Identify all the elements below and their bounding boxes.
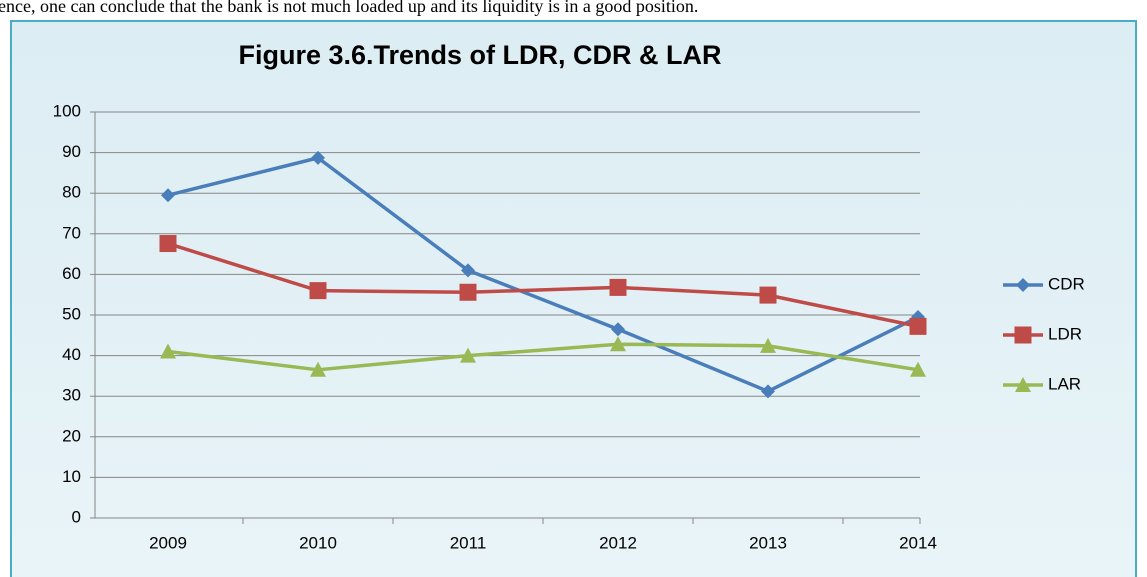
legend-marker: [1016, 278, 1030, 292]
series-line: [167, 241, 919, 329]
x-tick-label: 2013: [749, 533, 787, 552]
legend-marker: [1014, 326, 1032, 344]
y-tick-label: 80: [62, 183, 81, 202]
chart-area: [10, 20, 1137, 577]
y-tick-label: 20: [62, 426, 81, 445]
data-point: [909, 317, 927, 335]
legend-label: CDR: [1048, 274, 1085, 293]
data-point: [461, 263, 475, 278]
document-text: ence, one can conclude that the bank is …: [0, 0, 698, 16]
y-tick-label: 70: [62, 223, 81, 242]
y-tick-label: 0: [72, 507, 81, 526]
y-tick-label: 100: [53, 101, 81, 120]
x-tick-label: 2011: [450, 533, 487, 552]
data-point: [161, 188, 175, 203]
data-point: [459, 283, 477, 301]
data-point: [761, 384, 775, 399]
x-tick-label: 2010: [299, 533, 337, 552]
series-line: [167, 342, 919, 372]
data-point: [760, 337, 776, 353]
series-line: [167, 156, 919, 394]
data-point: [759, 286, 777, 304]
data-point: [611, 322, 625, 337]
legend-marker: [1015, 377, 1031, 392]
data-point: [609, 278, 627, 296]
data-point: [159, 235, 177, 253]
data-point: [460, 347, 476, 363]
x-tick-label: 2009: [149, 533, 187, 552]
y-tick-label: 30: [62, 386, 81, 405]
y-tick-label: 50: [62, 304, 81, 323]
data-point: [910, 361, 926, 377]
data-point: [311, 150, 325, 165]
legend-label: LAR: [1048, 374, 1081, 393]
y-tick-label: 10: [62, 467, 81, 486]
y-tick-label: 40: [62, 345, 81, 364]
data-point: [309, 282, 327, 300]
y-tick-label: 90: [62, 142, 81, 161]
chart-title: Figure 3.6.Trends of LDR, CDR & LAR: [238, 40, 721, 70]
x-tick-label: 2014: [899, 533, 937, 552]
legend-label: LDR: [1048, 324, 1082, 343]
y-tick-label: 60: [62, 264, 81, 283]
x-tick-label: 2012: [599, 533, 637, 552]
data-point: [310, 361, 326, 377]
data-point: [610, 336, 626, 352]
data-point: [160, 343, 176, 359]
